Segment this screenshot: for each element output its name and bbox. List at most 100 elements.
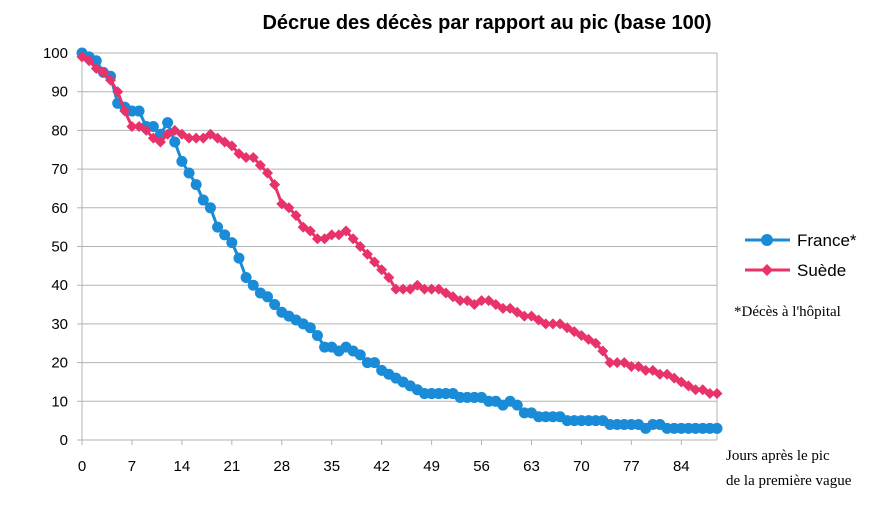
data-point (219, 229, 231, 241)
x-axis-label-line-1: Jours après le pic (726, 448, 830, 464)
data-point (369, 256, 381, 268)
x-tick-label: 0 (78, 458, 86, 475)
data-point (554, 318, 566, 330)
x-tick-label: 28 (273, 458, 290, 475)
data-point (240, 151, 252, 163)
data-point (247, 151, 259, 163)
data-point (661, 368, 673, 380)
data-point (247, 279, 259, 291)
data-point (633, 360, 645, 372)
data-point (283, 202, 295, 214)
legend-marker (761, 264, 773, 276)
legend: France* Suède (745, 231, 857, 280)
data-point (169, 136, 181, 148)
y-tick-label: 20 (51, 355, 68, 372)
data-point (304, 322, 316, 334)
x-tick-label: 14 (174, 458, 191, 475)
data-point (133, 105, 145, 117)
data-point (333, 229, 345, 241)
data-point (625, 360, 637, 372)
legend-label: Suède (797, 261, 846, 280)
data-point (647, 364, 659, 376)
legend-label: France* (797, 231, 857, 250)
data-point (119, 105, 131, 117)
data-point (176, 128, 188, 140)
data-point (490, 299, 502, 311)
y-tick-label: 40 (51, 277, 68, 294)
data-point (97, 66, 109, 78)
data-point (383, 271, 395, 283)
data-point (90, 62, 102, 74)
data-point (354, 349, 366, 361)
data-point (254, 159, 266, 171)
data-point (497, 302, 509, 314)
x-tick-label: 77 (623, 458, 640, 475)
data-point (426, 283, 438, 295)
data-point (697, 384, 709, 396)
y-tick-label: 90 (51, 84, 68, 101)
data-point (418, 283, 430, 295)
data-point (190, 179, 202, 191)
footnote: *Décès à l'hôpital (734, 304, 841, 320)
data-point (226, 237, 238, 249)
legend-marker (761, 234, 773, 246)
data-point (575, 330, 587, 342)
data-point (404, 283, 416, 295)
data-point (204, 202, 216, 214)
data-point (311, 233, 323, 245)
data-point (468, 299, 480, 311)
y-tick-label: 70 (51, 161, 68, 178)
data-point (311, 330, 323, 342)
x-axis-label-line-2: de la première vague (726, 473, 852, 489)
data-point (547, 318, 559, 330)
x-tick-label: 70 (573, 458, 590, 475)
data-point (376, 264, 388, 276)
data-point (611, 357, 623, 369)
x-tick-label: 35 (323, 458, 340, 475)
data-point (640, 364, 652, 376)
data-point (133, 121, 145, 133)
data-point (454, 295, 466, 307)
data-point (105, 74, 117, 86)
data-point (219, 136, 231, 148)
data-point (483, 295, 495, 307)
data-point (262, 291, 274, 303)
data-point (183, 132, 195, 144)
data-point (704, 388, 716, 400)
data-point (511, 399, 523, 411)
data-point (169, 124, 181, 136)
data-point (682, 380, 694, 392)
data-point (690, 384, 702, 396)
data-point (433, 283, 445, 295)
data-point (618, 357, 630, 369)
data-point (354, 241, 366, 252)
x-axis-ticks: 0 7 14 21 28 35 42 49 56 63 70 77 84 (78, 458, 690, 475)
data-point (583, 333, 595, 345)
data-point (361, 248, 373, 260)
data-point (540, 318, 552, 330)
data-point (154, 136, 166, 148)
data-point (212, 132, 224, 144)
x-tick-label: 56 (473, 458, 490, 475)
y-tick-label: 0 (60, 432, 68, 449)
data-point (197, 132, 209, 144)
data-point (461, 295, 473, 307)
data-point (326, 229, 338, 241)
data-point (597, 345, 609, 357)
data-point (504, 302, 516, 314)
data-point (476, 295, 488, 307)
axes (77, 52, 717, 445)
data-point (511, 306, 523, 318)
y-tick-label: 10 (51, 393, 68, 410)
y-tick-label: 100 (43, 45, 68, 62)
y-tick-label: 50 (51, 239, 68, 256)
x-tick-label: 7 (128, 458, 136, 475)
data-point (304, 225, 316, 237)
data-point (347, 233, 359, 245)
y-tick-label: 30 (51, 316, 68, 333)
data-point (269, 299, 281, 311)
data-point (204, 128, 216, 140)
data-point (561, 322, 573, 334)
x-tick-label: 42 (373, 458, 390, 475)
